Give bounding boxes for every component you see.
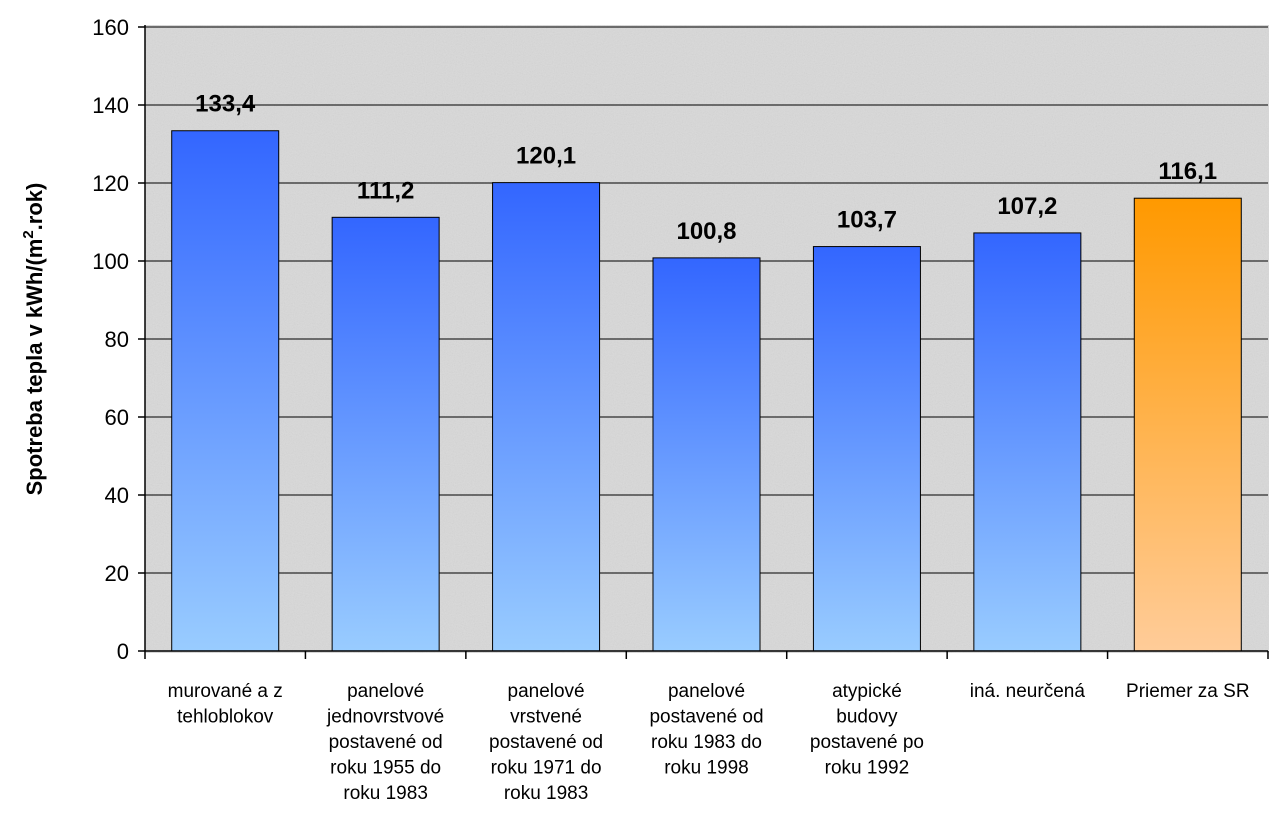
data-label: 100,8	[676, 218, 736, 245]
y-tick-label: 100	[92, 249, 129, 274]
data-label: 103,7	[837, 207, 897, 234]
x-category-label-line: panelové	[347, 681, 424, 702]
data-label: 107,2	[997, 193, 1057, 220]
x-category-label-line: postavené od	[329, 732, 443, 753]
x-category-label-line: roku 1955 do	[330, 758, 441, 779]
x-category-label-line: panelové	[508, 681, 585, 702]
x-category-labels: murované a z tehloblokov panelové jednovrst…	[168, 681, 1250, 804]
bar	[812, 246, 921, 652]
x-category-label: iná. neurčená	[970, 681, 1086, 702]
data-label: 116,1	[1158, 158, 1217, 185]
x-category-label-line: postavené od	[489, 732, 603, 753]
x-category-label-line: iná. neurčená	[970, 681, 1086, 702]
x-category-label-line: vrstvené	[510, 707, 582, 728]
x-category-label-line: tehloblokov	[177, 707, 274, 728]
bar	[973, 232, 1082, 652]
y-tick-label: 40	[105, 483, 129, 508]
bar	[171, 130, 280, 652]
data-label: 111,2	[357, 177, 414, 204]
x-category-label-line: jednovrstvové	[326, 707, 444, 728]
x-category-label-line: budovy	[836, 707, 898, 728]
y-tick-label: 120	[92, 171, 129, 196]
y-tick-label: 20	[105, 561, 129, 586]
bar	[492, 182, 601, 652]
x-category-label-line: postavené po	[810, 732, 924, 753]
x-category-label-line: Priemer za SR	[1126, 681, 1250, 702]
bar	[652, 257, 761, 652]
x-category-label-line: roku 1971 do	[491, 758, 602, 779]
y-axis-title: Spotreba tepla v kWh/(m2.rok)	[20, 183, 47, 496]
x-category-label-line: roku 1983	[504, 783, 589, 804]
x-category-label: murované a z tehloblokov	[168, 681, 283, 728]
bar	[331, 216, 440, 652]
x-category-label: panelové jednovrstvové postavené od roku 19…	[326, 681, 444, 804]
x-category-label-line: roku 1983 do	[651, 732, 762, 753]
y-tick-labels: 0 20 40 60 80 100 120 140 160	[92, 15, 129, 664]
y-tick-label: 140	[92, 93, 129, 118]
x-category-label-line: panelové	[668, 681, 745, 702]
y-tick-label: 160	[92, 15, 129, 40]
x-category-label-line: roku 1998	[664, 758, 749, 779]
x-category-label: atypické budovy postavené po roku 1992	[810, 681, 924, 779]
x-category-label-line: postavené od	[649, 707, 763, 728]
data-label: 120,1	[516, 143, 576, 170]
data-labels: 133,4 111,2 120,1 100,8 103,7 107,2 116,1	[195, 91, 1217, 245]
y-tick-label: 60	[105, 405, 129, 430]
data-label: 133,4	[195, 91, 256, 118]
bar	[1133, 197, 1242, 652]
x-category-label: panelové postavené od roku 1983 do roku 199…	[649, 681, 763, 779]
x-category-label-line: roku 1983	[343, 783, 428, 804]
x-category-label-line: atypické	[832, 681, 902, 702]
x-category-label-line: roku 1992	[825, 758, 910, 779]
x-category-label: Priemer za SR	[1126, 681, 1250, 702]
axes	[138, 25, 1269, 659]
bars	[171, 130, 1242, 652]
x-category-label-line: murované a z	[168, 681, 283, 702]
y-tick-label: 0	[117, 639, 129, 664]
y-tick-label: 80	[105, 327, 129, 352]
x-category-label: panelové vrstvené postavené od roku 1971 do…	[489, 681, 603, 804]
